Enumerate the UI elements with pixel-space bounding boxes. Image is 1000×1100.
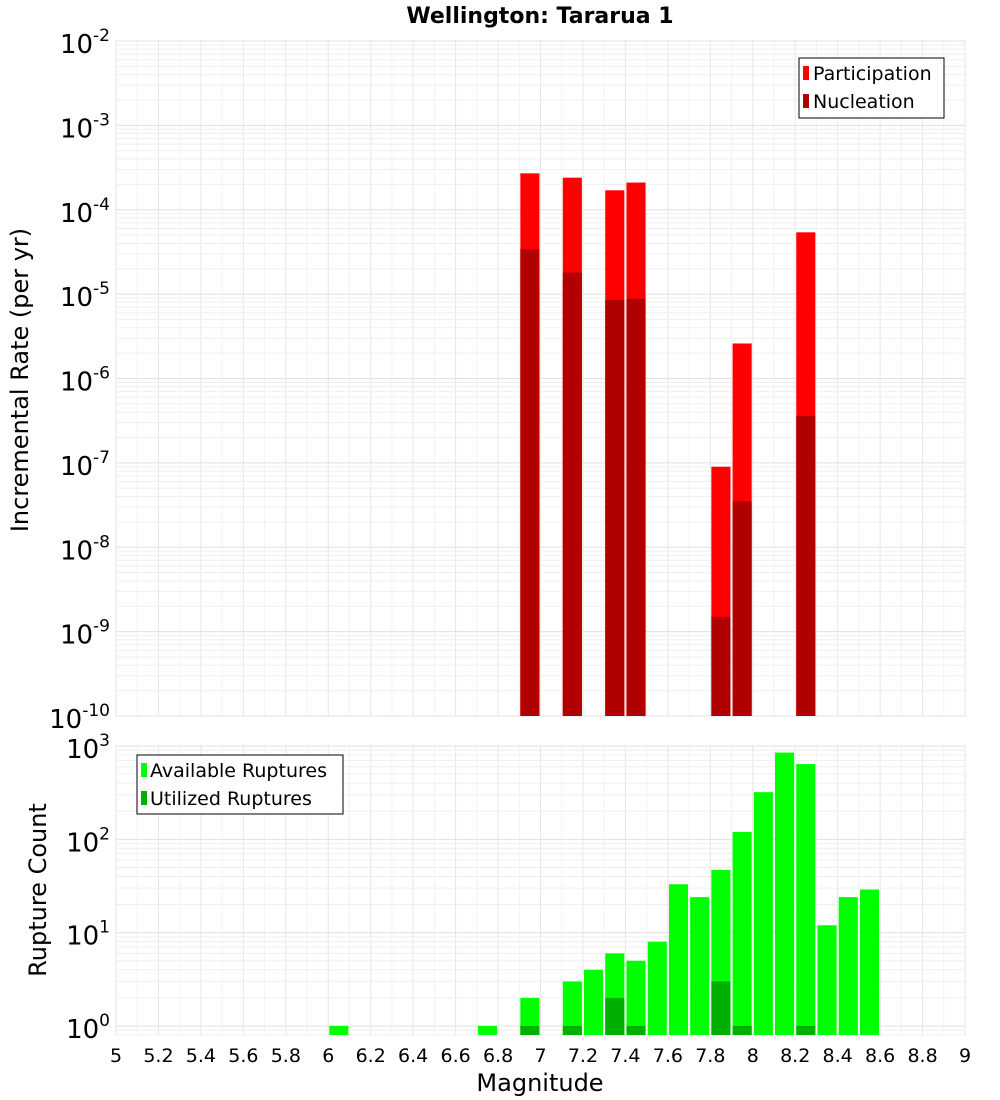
available-bar (520, 997, 540, 1035)
available-bar (562, 981, 582, 1035)
x-tick-label: 8.6 (865, 1045, 895, 1067)
x-tick-label: 5.4 (186, 1045, 216, 1067)
nucleation-bar (520, 249, 540, 716)
available-bar (668, 884, 689, 1035)
x-tick-label: 6.6 (440, 1045, 470, 1067)
rate-y-tick-label: 10-8 (60, 532, 110, 566)
count-y-ticks: 100 101 102 103 (66, 731, 110, 1045)
x-tick-label: 5.6 (228, 1045, 258, 1067)
legend-swatch-available (141, 763, 147, 777)
rate-y-tick-label: 10-2 (60, 26, 110, 60)
rate-y-tick-label: 10-6 (60, 364, 110, 398)
x-tick-label: 6.4 (398, 1045, 428, 1067)
legend-label-available: Available Ruptures (150, 760, 327, 782)
count-bars (329, 752, 880, 1035)
utilized-bar (562, 1025, 582, 1035)
available-bar (690, 897, 710, 1035)
available-bar (838, 897, 858, 1035)
utilized-bar (520, 1025, 540, 1035)
rate-grid (115, 40, 966, 717)
nucleation-bar (626, 298, 646, 716)
available-bar (859, 889, 880, 1035)
count-legend-box (136, 754, 344, 815)
utilized-bar (605, 997, 625, 1035)
x-tick-label: 8.4 (823, 1045, 853, 1067)
x-tick-label: 9 (959, 1045, 971, 1067)
x-tick-label: 8.2 (780, 1045, 810, 1067)
nucleation-bar (796, 415, 816, 716)
rate-legend: Participation Nucleation (798, 57, 945, 119)
nucleation-bar (562, 272, 582, 716)
count-legend: Available Ruptures Utilized Ruptures (136, 754, 344, 815)
x-tick-label: 6.8 (483, 1045, 513, 1067)
rate-panel: 10-10 10-9 10-8 10-7 10-6 10-5 10-4 10-3 10-2 In… (6, 26, 966, 735)
legend-label-utilized: Utilized Ruptures (150, 788, 312, 810)
legend-swatch-nucleation (803, 94, 809, 108)
rate-y-tick-label: 10-4 (60, 195, 110, 229)
x-tick-label: 5 (110, 1045, 122, 1067)
x-tick-label: 8 (747, 1045, 759, 1067)
available-bar (753, 792, 773, 1035)
nucleation-bar (605, 300, 625, 716)
nucleation-bar (732, 501, 752, 716)
x-tick-labels: 5 5.2 5.4 5.6 5.8 6 6.2 6.4 6.6 6.8 7 7.2 7.4 7.6 7.8 8… (110, 1045, 971, 1067)
rate-y-axis-label: Incremental Rate (per yr) (6, 228, 34, 532)
available-bar (796, 764, 816, 1035)
count-y-tick-label: 100 (66, 1011, 110, 1045)
x-tick-label: 7.6 (653, 1045, 683, 1067)
x-tick-label: 7.4 (610, 1045, 640, 1067)
available-bar (647, 941, 667, 1035)
x-tick-label: 7.8 (695, 1045, 725, 1067)
rate-y-tick-label: 10-10 (49, 701, 110, 735)
rate-legend-box (798, 57, 945, 119)
legend-swatch-utilized (141, 791, 147, 805)
available-bar (329, 1025, 349, 1035)
count-panel: 100 101 102 103 Rupture Count Available Rup… (24, 731, 966, 1045)
count-y-tick-label: 102 (66, 824, 110, 858)
available-bar (817, 925, 837, 1035)
chart-title: Wellington: Tararua 1 (406, 4, 673, 29)
rate-y-tick-label: 10-5 (60, 279, 110, 313)
rate-y-tick-label: 10-9 (60, 617, 110, 651)
available-bar (732, 831, 752, 1035)
x-tick-label: 6.2 (356, 1045, 386, 1067)
rate-bars (520, 173, 816, 716)
rate-y-ticks: 10-10 10-9 10-8 10-7 10-6 10-5 10-4 10-3 10-2 (49, 26, 110, 735)
rate-y-tick-label: 10-7 (60, 448, 110, 482)
x-tick-label: 5.2 (143, 1045, 173, 1067)
utilized-bar (626, 1025, 646, 1035)
x-tick-label: 5.8 (271, 1045, 301, 1067)
available-bar (626, 960, 646, 1035)
x-tick-label: 7.2 (568, 1045, 598, 1067)
utilized-bar (796, 1025, 816, 1035)
available-bar (584, 969, 604, 1035)
x-tick-label: 8.8 (907, 1045, 937, 1067)
utilized-bar (732, 1025, 752, 1035)
nucleation-bar (711, 616, 731, 716)
legend-swatch-participation (803, 66, 809, 80)
x-tick-label: 6 (322, 1045, 334, 1067)
x-axis-label: Magnitude (476, 1069, 603, 1097)
available-bar (477, 1025, 497, 1035)
legend-label-nucleation: Nucleation (813, 91, 915, 113)
utilized-bar (711, 981, 731, 1035)
available-bar (775, 752, 795, 1035)
count-y-tick-label: 101 (66, 918, 110, 952)
x-tick-label: 7 (534, 1045, 546, 1067)
count-y-tick-label: 103 (66, 731, 110, 765)
rate-y-tick-label: 10-3 (60, 110, 110, 144)
count-y-axis-label: Rupture Count (24, 803, 52, 977)
legend-label-participation: Participation (813, 63, 932, 85)
